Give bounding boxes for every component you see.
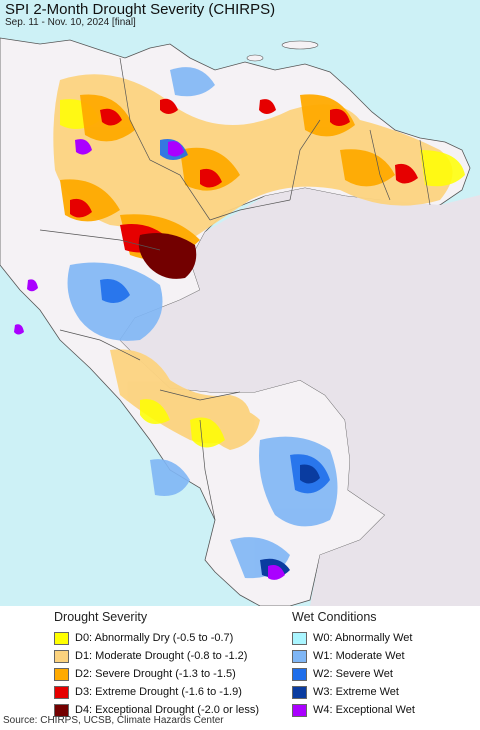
legend-item-d3: D3: Extreme Drought (-1.6 to -1.9)	[54, 683, 259, 701]
legend-item-w0: W0: Abnormally Wet	[292, 629, 415, 647]
legend-label-w4: W4: Exceptional Wet	[313, 704, 415, 716]
swatch-w0	[292, 631, 307, 645]
wet-legend-heading: Wet Conditions	[292, 610, 377, 624]
legend-label-d1: D1: Moderate Drought (-0.8 to -1.2)	[75, 650, 248, 662]
legend-item-d4: D4: Exceptional Drought (-2.0 or less)	[54, 701, 259, 719]
d1-areas	[53, 74, 453, 450]
legend-label-w2: W2: Severe Wet	[313, 668, 393, 680]
legend-item-d0: D0: Abnormally Dry (-0.5 to -0.7)	[54, 629, 259, 647]
map-title: SPI 2-Month Drought Severity (CHIRPS)	[5, 1, 276, 18]
w4-areas	[14, 139, 285, 580]
legend: Drought Severity D0: Abnormally Dry (-0.…	[0, 606, 480, 717]
legend-label-w0: W0: Abnormally Wet	[313, 632, 413, 644]
legend-item-w3: W3: Extreme Wet	[292, 683, 415, 701]
drought-map: SPI 2-Month Drought Severity (CHIRPS) Se…	[0, 0, 480, 606]
legend-label-w1: W1: Moderate Wet	[313, 650, 405, 662]
d0-areas	[60, 99, 465, 448]
legend-item-w1: W1: Moderate Wet	[292, 647, 415, 665]
swatch-w2	[292, 667, 307, 681]
legend-item-d2: D2: Severe Drought (-1.3 to -1.5)	[54, 665, 259, 683]
d4-area	[138, 232, 197, 279]
legend-item-w4: W4: Exceptional Wet	[292, 701, 415, 719]
swatch-d3	[54, 685, 69, 699]
drought-legend-heading: Drought Severity	[54, 610, 148, 624]
swatch-w1	[292, 649, 307, 663]
legend-label-d0: D0: Abnormally Dry (-0.5 to -0.7)	[75, 632, 234, 644]
drought-legend: Drought Severity D0: Abnormally Dry (-0.…	[54, 610, 259, 719]
legend-label-d4: D4: Exceptional Drought (-2.0 or less)	[75, 704, 260, 716]
swatch-d2	[54, 667, 69, 681]
swatch-d0	[54, 631, 69, 645]
legend-label-d3: D3: Extreme Drought (-1.6 to -1.9)	[75, 686, 242, 698]
island	[281, 40, 319, 50]
island	[246, 54, 264, 62]
swatch-d4	[54, 703, 69, 717]
legend-item-d1: D1: Moderate Drought (-0.8 to -1.2)	[54, 647, 259, 665]
legend-label-w3: W3: Extreme Wet	[313, 686, 399, 698]
legend-label-d2: D2: Severe Drought (-1.3 to -1.5)	[75, 668, 236, 680]
legend-item-w2: W2: Severe Wet	[292, 665, 415, 683]
swatch-d1	[54, 649, 69, 663]
swatch-w4	[292, 703, 307, 717]
source-credit: Source: CHIRPS, UCSB, Climate Hazards Ce…	[3, 715, 224, 726]
swatch-w3	[292, 685, 307, 699]
map-canvas	[0, 0, 480, 606]
neutral-region	[120, 188, 480, 606]
map-subtitle: Sep. 11 - Nov. 10, 2024 [final]	[5, 17, 136, 28]
country-borders	[39, 57, 431, 521]
wet-legend: Wet Conditions W0: Abnormally Wet W1: Mo…	[292, 610, 415, 719]
